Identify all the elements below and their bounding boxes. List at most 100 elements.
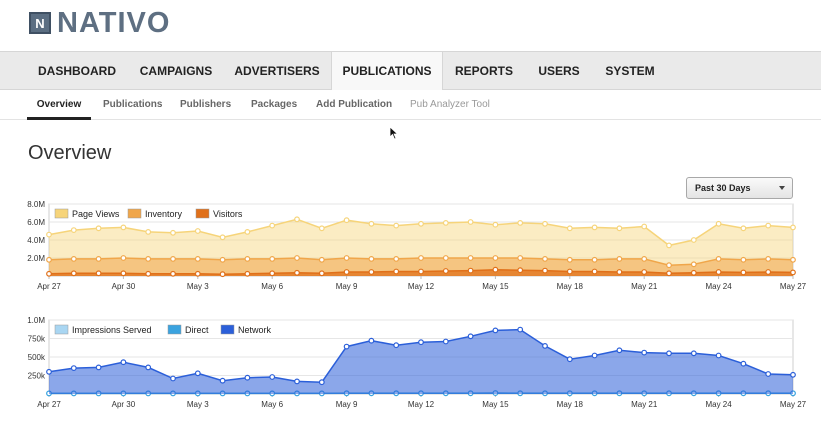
- subnav-publishers[interactable]: Publishers: [180, 99, 232, 110]
- x-tick-label: Apr 30: [112, 282, 136, 291]
- data-point: [368, 256, 375, 262]
- nav-advertisers[interactable]: ADVERTISERS: [234, 64, 320, 78]
- data-point: [715, 352, 722, 359]
- data-point: [591, 224, 598, 231]
- nav-system[interactable]: SYSTEM: [605, 64, 655, 78]
- subnav-packages[interactable]: Packages: [251, 99, 298, 110]
- y-tick-label: 6.0M: [27, 218, 45, 227]
- date-range-select[interactable]: Past 30 Days: [686, 177, 793, 199]
- x-tick-label: May 3: [187, 400, 209, 409]
- data-point: [616, 256, 623, 262]
- data-point: [666, 350, 672, 357]
- mouse-cursor-icon: [389, 126, 399, 140]
- data-point: [393, 342, 400, 349]
- data-point: [690, 261, 697, 268]
- data-point: [70, 270, 77, 277]
- x-tick-label: May 6: [261, 282, 283, 291]
- subnav-overview[interactable]: Overview: [27, 90, 91, 120]
- data-point: [641, 256, 648, 262]
- data-point: [244, 229, 251, 235]
- data-point: [666, 242, 672, 249]
- data-point: [566, 268, 573, 275]
- data-point: [765, 269, 772, 275]
- legend-swatch: [195, 208, 210, 219]
- series-area: [49, 329, 793, 394]
- nav-users[interactable]: USERS: [538, 64, 580, 78]
- x-tick-label: May 27: [780, 282, 807, 291]
- data-point: [740, 256, 747, 263]
- data-point: [641, 269, 648, 275]
- data-point: [95, 256, 102, 262]
- data-point: [765, 256, 772, 262]
- data-point: [95, 270, 102, 277]
- subnav-pub-analyzer-tool[interactable]: Pub Analyzer Tool: [410, 99, 490, 110]
- data-point: [442, 268, 449, 274]
- chevron-down-icon: [779, 186, 785, 190]
- data-point: [219, 377, 226, 384]
- data-point: [740, 225, 747, 232]
- legend-label: Visitors: [213, 209, 243, 219]
- data-point: [194, 256, 201, 262]
- nav-campaigns[interactable]: CAMPAIGNS: [139, 64, 213, 78]
- data-point: [393, 256, 400, 262]
- data-point: [244, 374, 251, 381]
- data-point: [269, 270, 276, 277]
- data-point: [591, 268, 598, 275]
- x-tick-label: May 9: [336, 282, 358, 291]
- main-nav: DASHBOARD CAMPAIGNS ADVERTISERS PUBLICAT…: [0, 51, 821, 90]
- nav-reports[interactable]: REPORTS: [454, 64, 513, 78]
- data-point: [492, 221, 499, 228]
- data-point: [294, 255, 300, 261]
- data-point: [393, 268, 400, 275]
- data-point: [790, 224, 796, 231]
- nav-publications[interactable]: PUBLICATIONS: [331, 52, 443, 90]
- y-tick-label: 2.0M: [27, 254, 45, 263]
- legend-swatch: [127, 208, 142, 219]
- data-point: [690, 237, 697, 243]
- data-point: [120, 359, 127, 366]
- data-point: [542, 343, 548, 349]
- data-point: [145, 256, 152, 262]
- y-tick-label: 1.0M: [27, 316, 45, 325]
- data-point: [666, 262, 672, 269]
- nativo-logo[interactable]: N NATIVO: [29, 6, 171, 39]
- data-point: [442, 220, 449, 226]
- data-point: [492, 255, 499, 261]
- data-point: [294, 216, 300, 223]
- subnav-add-publication[interactable]: Add Publication: [316, 99, 393, 110]
- data-point: [170, 375, 176, 382]
- data-point: [790, 256, 796, 263]
- data-point: [170, 229, 176, 236]
- data-point: [219, 256, 226, 263]
- data-point: [120, 255, 127, 261]
- data-point: [591, 352, 598, 359]
- legend-swatch: [54, 324, 69, 335]
- x-tick-label: Apr 27: [37, 400, 61, 409]
- legend-label: Impressions Served: [72, 325, 152, 335]
- x-tick-label: May 12: [408, 400, 435, 409]
- logo-wordmark: NATIVO: [57, 6, 171, 39]
- x-tick-label: May 6: [261, 400, 283, 409]
- data-point: [616, 269, 623, 275]
- x-tick-label: May 21: [631, 282, 658, 291]
- x-tick-label: Apr 27: [37, 282, 61, 291]
- x-tick-label: May 15: [482, 400, 509, 409]
- y-tick-label: 500k: [28, 353, 46, 362]
- data-point: [492, 327, 499, 334]
- data-point: [542, 220, 548, 227]
- x-tick-label: May 18: [557, 282, 584, 291]
- data-point: [566, 256, 573, 263]
- data-point: [492, 266, 499, 273]
- legend-swatch: [167, 324, 182, 335]
- nav-dashboard[interactable]: DASHBOARD: [38, 64, 116, 78]
- data-point: [343, 217, 350, 224]
- subnav-publications[interactable]: Publications: [103, 99, 163, 110]
- data-point: [542, 256, 548, 262]
- data-point: [368, 337, 375, 344]
- data-point: [46, 270, 52, 277]
- legend-swatch: [54, 208, 69, 219]
- y-tick-label: 8.0M: [27, 200, 45, 209]
- data-point: [418, 339, 424, 346]
- data-point: [318, 270, 325, 277]
- data-point: [95, 225, 102, 232]
